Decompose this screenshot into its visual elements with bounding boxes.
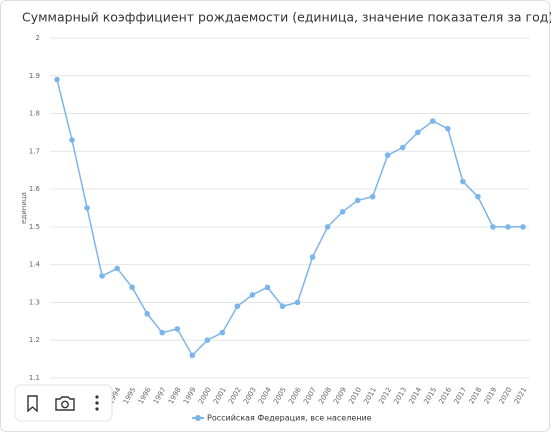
point — [309, 254, 316, 260]
point — [445, 125, 451, 132]
bookmark-icon[interactable] — [27, 395, 38, 413]
y-tick-label: 1.2 — [29, 336, 40, 344]
point — [249, 292, 256, 298]
legend-label: Российская Федерация, все население — [207, 414, 372, 423]
y-tick-label: 1.4 — [29, 261, 41, 269]
point — [520, 224, 526, 230]
point — [475, 193, 481, 200]
point — [354, 197, 361, 204]
point — [189, 352, 196, 359]
point — [114, 265, 120, 272]
point — [505, 224, 511, 230]
y-axis-label: единица — [20, 192, 28, 224]
dot[interactable] — [95, 407, 99, 411]
point — [174, 326, 181, 332]
more-icon[interactable] — [95, 395, 99, 411]
dot[interactable] — [95, 401, 99, 405]
point — [414, 129, 421, 136]
point — [84, 205, 90, 211]
line — [56, 79, 523, 357]
toolbar-box — [14, 384, 113, 422]
point — [490, 224, 496, 230]
point — [279, 303, 286, 310]
point — [264, 284, 271, 291]
chart-title: Суммарный коэффициент рождаемости (едини… — [22, 10, 551, 25]
camera-icon[interactable] — [55, 396, 75, 411]
point — [294, 299, 301, 306]
y-tick-label: 1.3 — [29, 298, 40, 306]
point — [234, 303, 241, 310]
point — [460, 178, 466, 185]
point — [204, 337, 211, 344]
point — [430, 118, 436, 124]
point — [99, 273, 105, 279]
y-tick-label: 1.1 — [29, 374, 40, 382]
y-tick-label: 2 — [36, 34, 40, 42]
legend: Российская Федерация, все население — [192, 414, 372, 423]
toolbar — [14, 384, 113, 422]
legend-marker — [195, 415, 201, 421]
point — [399, 144, 406, 151]
y-tick-label: 1.5 — [29, 223, 40, 231]
point — [129, 284, 135, 291]
point — [159, 329, 166, 336]
y-tick-label: 1.7 — [29, 147, 40, 155]
point — [324, 224, 331, 230]
dot[interactable] — [95, 395, 99, 399]
point — [369, 193, 376, 200]
point — [384, 152, 391, 158]
point — [54, 76, 60, 83]
y-tick-label: 1.6 — [29, 185, 41, 193]
point — [144, 310, 150, 317]
point — [219, 329, 226, 336]
camera-body[interactable] — [55, 396, 75, 411]
point — [69, 137, 75, 143]
camera-lens[interactable] — [61, 400, 69, 409]
y-tick-label: 1.9 — [29, 72, 40, 80]
y-tick-label: 1.8 — [29, 110, 40, 118]
point — [339, 208, 346, 215]
